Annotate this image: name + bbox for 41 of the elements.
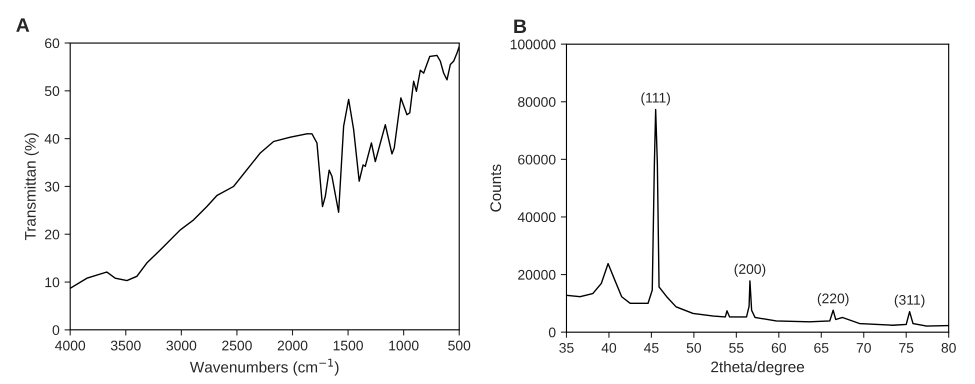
x-tick-label: 500 [448,340,470,350]
y-tick-label: 20 [45,230,60,240]
annotation: (220) [818,293,849,306]
annotation: (200) [734,264,766,277]
x-tick-label: 3000 [166,340,196,350]
x-axis-title: 2theta/degree [711,361,804,376]
x-tick-label: 45 [644,343,659,353]
y-tick-label: 60000 [518,154,556,165]
y-tick-label: 100000 [510,39,556,50]
annotation: (111) [641,92,670,106]
x-tick-label: 80 [942,342,956,353]
y-tick-label: 50 [44,86,60,96]
y-tick-label: 40 [44,134,60,144]
x-tick-label: 35 [559,342,574,353]
x-tick-label: 50 [686,342,702,353]
x-tick-label: 65 [814,342,828,353]
chart-title: B [514,20,526,33]
y-tick-label: 0 [548,327,556,338]
x-tick-label: 60 [772,342,786,353]
x-tick-label: 70 [856,342,871,353]
x-tick-label: 40 [602,342,616,353]
y-axis-title: Counts [490,164,502,212]
x-tick-label: 2500 [222,340,252,350]
x-tick-label: 3500 [110,340,141,350]
y-tick-label: 0 [52,325,60,336]
y-tick-label: 10 [45,277,60,288]
y-tick-label: 80000 [518,97,556,107]
x-tick-label: 75 [899,343,914,353]
y-axis-title: Transmittan (%) [24,133,39,240]
x-axis-title: Wavenumbers (cm$^{−1}$) [190,358,339,376]
y-tick-label: 40000 [518,212,556,222]
x-tick-label: 1500 [334,340,363,350]
x-tick-label: 55 [729,343,744,353]
y-tick-label: 30 [44,182,60,192]
x-tick-label: 2000 [278,340,308,350]
y-tick-label: 60 [45,38,60,48]
y-tick-label: 20000 [518,270,556,280]
x-tick-label: 4000 [55,340,86,350]
x-tick-label: 1000 [389,340,419,350]
annotation: (311) [894,294,924,308]
chart-title: A [16,18,30,32]
